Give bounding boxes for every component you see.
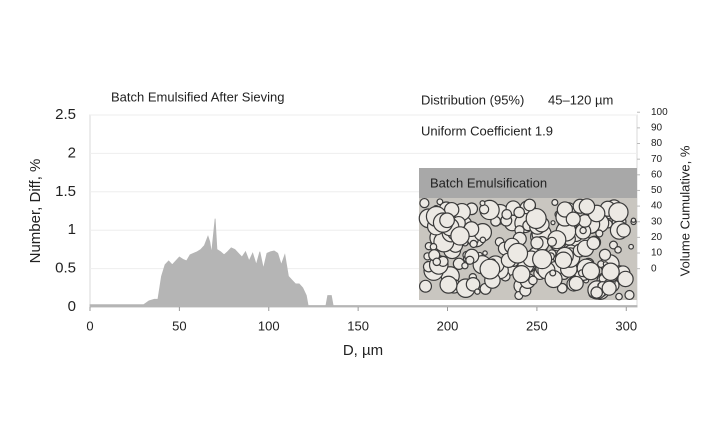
bubble: [429, 242, 438, 251]
bubble: [419, 197, 430, 209]
y-axis-label: Number, Diff, %: [27, 159, 44, 264]
bubble: [568, 275, 584, 292]
bubble: [609, 240, 618, 250]
inset-image: Batch Emulsification: [418, 168, 637, 301]
bubble: [528, 275, 538, 286]
bubble: [549, 269, 557, 277]
bubble: [614, 246, 622, 254]
bubble: [565, 211, 581, 227]
bubble: [532, 249, 553, 270]
y2-tick-label: 30: [651, 216, 663, 227]
bubble: [439, 212, 455, 229]
x-tick-label: 0: [86, 318, 93, 333]
bubble: [546, 236, 558, 247]
bubble: [578, 198, 596, 215]
bubble: [615, 292, 623, 301]
bubble: [598, 248, 612, 261]
bubble: [513, 206, 526, 219]
x-tick-label: 100: [258, 318, 280, 333]
y2-tick-label: 50: [651, 185, 663, 196]
annotation: Distribution (95%): [421, 92, 524, 107]
bubble: [482, 250, 488, 256]
y2-axis-label: Volume Cumulative, %: [677, 145, 692, 276]
x-tick-label: 50: [172, 318, 186, 333]
y-tick-label: 1.5: [55, 183, 76, 200]
y2-tick-label: 100: [651, 107, 668, 118]
bubble: [550, 220, 556, 226]
bubble: [479, 258, 501, 280]
bubble: [461, 262, 469, 270]
bubble: [601, 280, 617, 296]
bubble: [436, 198, 444, 206]
y2-tick-label: 70: [651, 154, 663, 165]
y2-tick-label: 20: [651, 232, 663, 243]
bubble: [523, 198, 537, 212]
annotation: Uniform Coefficient 1.9: [421, 123, 553, 138]
bubble: [512, 264, 531, 284]
y2-tick-label: 40: [651, 201, 663, 212]
y-tick-label: 2.5: [55, 106, 76, 123]
bubble: [628, 243, 635, 250]
bubble: [465, 277, 481, 292]
bubble: [624, 289, 635, 301]
inset-label: Batch Emulsification: [430, 175, 547, 190]
bubble: [581, 261, 601, 281]
y-tick-label: 1: [68, 221, 76, 238]
bubble: [630, 217, 637, 223]
y2-tick-label: 10: [651, 248, 663, 259]
chart-title: Batch Emulsified After Sieving: [111, 89, 284, 104]
x-tick-label: 250: [526, 318, 548, 333]
annotation: 45–120 µm: [548, 92, 613, 107]
bubbles: [418, 197, 637, 301]
bubble: [530, 236, 544, 250]
bubble: [501, 209, 513, 220]
y2-tick-label: 80: [651, 138, 663, 149]
bubble: [525, 207, 547, 230]
y-tick-label: 0: [68, 298, 76, 315]
bubble: [586, 236, 601, 251]
x-axis-label: D, µm: [343, 342, 383, 359]
bubble: [478, 204, 490, 215]
y2-tick-label: 90: [651, 123, 663, 134]
bubble: [608, 202, 629, 223]
bubble: [439, 275, 458, 294]
bubble: [432, 257, 442, 267]
bubble: [465, 255, 475, 265]
bubble: [556, 282, 568, 294]
bubble: [579, 226, 587, 235]
bubble: [450, 226, 470, 246]
y-tick-label: 2: [68, 144, 76, 161]
y2-tick-label: 0: [651, 263, 657, 274]
bubble: [479, 236, 487, 244]
area: [89, 218, 638, 308]
y2-tick-label: 60: [651, 169, 663, 180]
bubble: [616, 223, 631, 238]
x-tick-label: 200: [437, 318, 459, 333]
bubble: [479, 200, 486, 207]
bubble: [601, 262, 620, 281]
bubble: [595, 229, 604, 238]
x-tick-label: 150: [347, 318, 369, 333]
inset-header: [419, 168, 637, 198]
bubble: [474, 288, 481, 295]
bubble: [551, 198, 559, 207]
bubble: [507, 242, 529, 264]
bubble: [469, 239, 478, 249]
bubble: [419, 279, 433, 293]
bubble: [590, 286, 603, 299]
y-tick-label: 0.5: [55, 260, 76, 277]
bubble: [554, 251, 573, 270]
bubble: [617, 270, 634, 288]
x-tick-label: 300: [615, 318, 637, 333]
